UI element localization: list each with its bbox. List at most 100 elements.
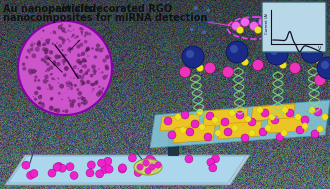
Circle shape <box>65 54 67 56</box>
Circle shape <box>28 68 33 73</box>
Circle shape <box>70 171 78 180</box>
Circle shape <box>85 60 87 62</box>
Circle shape <box>90 83 93 86</box>
Circle shape <box>317 126 323 132</box>
Circle shape <box>29 48 33 52</box>
Circle shape <box>83 103 85 105</box>
Circle shape <box>64 31 67 33</box>
Circle shape <box>186 16 189 19</box>
Circle shape <box>96 92 101 97</box>
Circle shape <box>59 84 64 89</box>
Circle shape <box>282 107 288 113</box>
Circle shape <box>82 82 85 85</box>
Circle shape <box>194 6 198 10</box>
Circle shape <box>309 107 315 113</box>
Circle shape <box>82 28 84 30</box>
Circle shape <box>91 47 94 50</box>
Circle shape <box>205 63 215 74</box>
Circle shape <box>305 45 313 53</box>
Circle shape <box>64 66 69 71</box>
Circle shape <box>168 131 176 139</box>
Circle shape <box>190 28 193 31</box>
Polygon shape <box>173 125 215 143</box>
Circle shape <box>49 106 53 109</box>
Circle shape <box>44 74 49 79</box>
Circle shape <box>71 36 73 38</box>
Circle shape <box>105 55 109 59</box>
Circle shape <box>38 102 41 105</box>
Circle shape <box>98 90 103 95</box>
Circle shape <box>212 117 218 123</box>
Polygon shape <box>203 108 248 127</box>
Circle shape <box>38 95 42 99</box>
Circle shape <box>27 171 35 179</box>
Circle shape <box>49 106 54 111</box>
Circle shape <box>43 60 45 62</box>
Polygon shape <box>150 100 330 148</box>
Circle shape <box>186 50 194 58</box>
Circle shape <box>81 30 83 33</box>
Circle shape <box>146 155 154 163</box>
Circle shape <box>77 75 81 79</box>
Circle shape <box>40 103 45 108</box>
Circle shape <box>44 50 49 54</box>
Circle shape <box>322 114 328 120</box>
Circle shape <box>76 44 81 49</box>
Circle shape <box>94 73 96 75</box>
Circle shape <box>86 46 90 51</box>
Circle shape <box>196 64 204 71</box>
Circle shape <box>105 165 113 173</box>
Circle shape <box>98 86 101 88</box>
Circle shape <box>29 71 32 75</box>
Circle shape <box>68 89 69 90</box>
Circle shape <box>143 160 149 166</box>
Circle shape <box>68 24 71 27</box>
Circle shape <box>81 33 83 35</box>
Circle shape <box>180 67 190 77</box>
Circle shape <box>137 164 143 170</box>
Circle shape <box>51 43 54 45</box>
Circle shape <box>148 157 156 165</box>
Circle shape <box>82 80 83 82</box>
Circle shape <box>85 49 88 52</box>
Circle shape <box>82 65 83 67</box>
Circle shape <box>34 75 38 79</box>
Circle shape <box>49 50 53 54</box>
Circle shape <box>36 86 40 89</box>
Circle shape <box>296 126 304 134</box>
Circle shape <box>81 102 83 104</box>
Circle shape <box>31 42 33 43</box>
Circle shape <box>186 128 194 136</box>
Circle shape <box>128 154 136 162</box>
Circle shape <box>49 86 53 90</box>
Circle shape <box>53 163 61 171</box>
Circle shape <box>99 48 103 52</box>
Circle shape <box>25 56 28 59</box>
Circle shape <box>58 55 61 58</box>
Circle shape <box>82 58 86 63</box>
Text: V: V <box>317 46 321 51</box>
Circle shape <box>95 71 97 73</box>
Circle shape <box>73 77 75 79</box>
Circle shape <box>51 77 54 80</box>
Circle shape <box>50 97 53 101</box>
Circle shape <box>42 47 46 51</box>
Circle shape <box>271 116 279 124</box>
Circle shape <box>30 170 38 177</box>
Circle shape <box>78 91 82 96</box>
Circle shape <box>77 40 80 42</box>
Circle shape <box>80 61 82 64</box>
Circle shape <box>90 74 93 77</box>
Circle shape <box>65 81 69 85</box>
Circle shape <box>202 30 206 34</box>
Circle shape <box>51 73 53 74</box>
Circle shape <box>79 61 82 65</box>
Circle shape <box>207 9 210 12</box>
Circle shape <box>84 40 87 43</box>
Circle shape <box>33 96 34 97</box>
Circle shape <box>47 89 48 90</box>
Circle shape <box>64 109 68 113</box>
Circle shape <box>98 68 100 70</box>
Circle shape <box>181 111 189 119</box>
Circle shape <box>31 72 33 74</box>
